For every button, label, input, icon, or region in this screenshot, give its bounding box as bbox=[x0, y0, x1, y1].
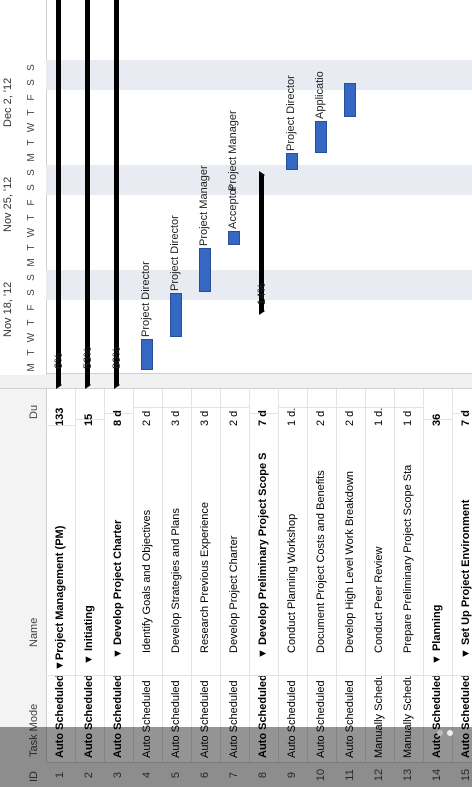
day-label: T bbox=[26, 244, 37, 251]
page-dot-active[interactable] bbox=[447, 730, 453, 736]
task-name[interactable]: ▼Project Management (PM) bbox=[46, 425, 75, 675]
day-label: F bbox=[26, 94, 37, 101]
day-label: F bbox=[26, 199, 37, 206]
week-label: Nov 18, '12 bbox=[2, 281, 14, 337]
timescale: Nov 18, '12 Nov 25, '12 Dec 2, '12 M T W T F S S M… bbox=[0, 0, 47, 375]
summary-bar[interactable] bbox=[114, 0, 119, 385]
task-name[interactable]: Develop Project Charter bbox=[220, 407, 249, 675]
task-name[interactable]: Develop Strategies and Plans bbox=[162, 407, 191, 675]
day-label: W bbox=[26, 227, 37, 238]
percent-label: 80% bbox=[111, 346, 123, 369]
weekend-shade bbox=[46, 60, 472, 75]
gantt-chart: Nov 18, '12 Nov 25, '12 Dec 2, '12 M T W T F S S M… bbox=[0, 0, 472, 385]
task-duration[interactable]: 3 d bbox=[170, 410, 182, 426]
task-name[interactable]: Identify Goals and Objectives bbox=[133, 407, 162, 675]
day-label: T bbox=[26, 109, 37, 116]
day-label: T bbox=[26, 349, 37, 356]
task-duration[interactable]: 2 d bbox=[315, 410, 327, 426]
day-label: T bbox=[26, 214, 37, 221]
task-name[interactable]: Conduct Peer Review bbox=[365, 407, 394, 675]
task-name[interactable]: ▼ Develop Preliminary Project Scope S bbox=[249, 413, 278, 675]
task-duration[interactable]: 2 d bbox=[141, 410, 153, 426]
day-label: S bbox=[26, 289, 37, 296]
day-label: T bbox=[26, 139, 37, 146]
day-label: F bbox=[26, 304, 37, 311]
task-duration[interactable]: 2 d bbox=[344, 410, 356, 426]
resource-label: Applicatio bbox=[314, 71, 326, 119]
percent-label: 6% bbox=[53, 353, 65, 369]
task-bar[interactable] bbox=[228, 231, 240, 245]
page-dot[interactable] bbox=[437, 730, 443, 736]
task-name[interactable]: ▼ Set Up Project Environment bbox=[452, 413, 472, 675]
task-duration[interactable]: 2 d bbox=[228, 410, 240, 426]
task-name[interactable]: ▼ Initiating bbox=[75, 419, 104, 675]
task-duration[interactable]: 36 bbox=[431, 413, 443, 426]
summary-bar[interactable] bbox=[56, 0, 61, 385]
day-label: S bbox=[26, 184, 37, 191]
resource-label: Project Manager bbox=[227, 110, 239, 191]
percent-label: 53% bbox=[82, 346, 94, 369]
task-bar[interactable] bbox=[199, 248, 211, 292]
task-bar[interactable] bbox=[286, 153, 298, 170]
splitter[interactable] bbox=[0, 373, 472, 389]
week-label: Nov 25, '12 bbox=[2, 176, 14, 232]
task-bar[interactable] bbox=[141, 339, 153, 370]
task-name[interactable]: Document Project Costs and Benefits bbox=[307, 407, 336, 675]
resource-label: Project Director bbox=[285, 75, 297, 151]
weekend-shade bbox=[46, 75, 472, 90]
day-label: M bbox=[26, 153, 37, 162]
day-label: T bbox=[26, 319, 37, 326]
week-label: Dec 2, '12 bbox=[2, 77, 14, 127]
task-bar[interactable] bbox=[170, 293, 182, 337]
task-duration[interactable]: 133 bbox=[54, 407, 66, 426]
task-duration[interactable]: 3 d bbox=[199, 410, 211, 426]
day-label: M bbox=[26, 363, 37, 372]
day-label: W bbox=[26, 122, 37, 133]
task-name[interactable]: ▼ Develop Project Charter bbox=[104, 413, 133, 675]
task-duration[interactable]: 1 d. bbox=[373, 407, 385, 426]
resource-label: Project Director bbox=[140, 261, 152, 337]
day-label: S bbox=[26, 64, 37, 71]
task-duration[interactable]: 1 d. bbox=[286, 407, 298, 426]
col-name-header[interactable]: Name bbox=[28, 617, 40, 647]
task-name[interactable]: Research Previous Experience bbox=[191, 407, 220, 675]
task-name[interactable]: ▼ Planning bbox=[423, 419, 452, 675]
col-duration-header[interactable]: Du bbox=[28, 404, 40, 419]
day-label: W bbox=[26, 332, 37, 343]
task-bar[interactable] bbox=[344, 83, 356, 117]
day-label: S bbox=[26, 169, 37, 176]
percent-label: 14% bbox=[256, 282, 268, 305]
resource-label: Project Director bbox=[169, 215, 181, 291]
day-label: M bbox=[26, 258, 37, 267]
task-name[interactable]: Develop High Level Work Breakdown bbox=[336, 407, 365, 675]
task-duration[interactable]: 7 d bbox=[257, 410, 269, 426]
task-bar[interactable] bbox=[315, 121, 327, 153]
summary-bar[interactable] bbox=[85, 0, 90, 385]
day-label: S bbox=[26, 274, 37, 281]
task-duration[interactable]: 7 d bbox=[460, 410, 472, 426]
task-duration[interactable]: 15 bbox=[83, 413, 95, 426]
task-duration[interactable]: 8 d bbox=[112, 410, 124, 426]
task-name[interactable]: Conduct Planning Workshop bbox=[278, 407, 307, 675]
resource-label: Project Manager bbox=[198, 165, 210, 246]
dim-overlay bbox=[0, 727, 472, 787]
task-name[interactable]: Prepare Preliminary Project Scope Sta bbox=[394, 407, 423, 675]
day-label: S bbox=[26, 79, 37, 86]
task-duration[interactable]: 1 d bbox=[402, 410, 414, 426]
resource-label: Acceptor bbox=[227, 185, 239, 229]
